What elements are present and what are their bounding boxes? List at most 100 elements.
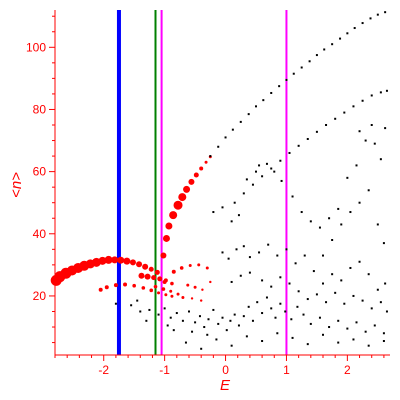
data-point xyxy=(261,279,264,282)
data-point xyxy=(385,89,388,92)
data-point xyxy=(209,280,212,284)
data-point xyxy=(376,223,379,226)
data-point xyxy=(206,333,209,336)
data-point xyxy=(261,175,264,178)
axes: -2 -1 0 1 2 20 40 60 80 100 xyxy=(26,10,390,377)
data-point xyxy=(274,316,277,319)
y-tick-label: 80 xyxy=(33,102,47,116)
data-point xyxy=(306,298,309,301)
x-tick-label: 0 xyxy=(222,363,229,377)
data-point xyxy=(123,257,131,265)
x-tick-label: 2 xyxy=(344,363,351,377)
data-point xyxy=(181,296,185,299)
y-tick-label: 60 xyxy=(33,165,47,179)
data-point xyxy=(169,211,178,220)
data-point xyxy=(170,294,174,298)
data-point xyxy=(198,315,201,318)
data-point xyxy=(361,99,364,102)
data-point xyxy=(364,139,367,142)
data-point xyxy=(173,200,183,210)
data-point xyxy=(318,316,321,319)
data-point xyxy=(376,13,379,16)
data-point xyxy=(251,183,254,186)
data-point xyxy=(369,17,372,20)
data-point xyxy=(285,78,288,81)
data-point xyxy=(376,288,379,291)
data-point xyxy=(352,105,355,108)
data-point xyxy=(144,273,151,280)
data-point xyxy=(199,166,204,171)
data-point xyxy=(297,290,300,293)
data-point xyxy=(337,341,340,344)
data-point xyxy=(265,296,268,299)
data-point xyxy=(382,332,385,335)
data-point xyxy=(188,178,195,185)
data-point xyxy=(235,248,238,251)
data-point xyxy=(181,319,184,322)
data-point xyxy=(328,217,331,220)
data-point xyxy=(130,304,133,307)
y-tick-label: 20 xyxy=(33,289,47,303)
data-point xyxy=(98,256,107,265)
data-point xyxy=(136,261,143,268)
data-point xyxy=(273,170,276,173)
data-point xyxy=(258,164,261,167)
data-point xyxy=(170,281,174,286)
data-point xyxy=(265,162,268,165)
y-axis-title: <n> xyxy=(8,172,25,198)
data-point xyxy=(270,307,273,310)
data-point xyxy=(217,145,220,148)
x-axis-title: E xyxy=(220,377,231,394)
data-point xyxy=(308,60,311,63)
data-point xyxy=(169,289,173,293)
data-point xyxy=(258,251,261,254)
data-point xyxy=(242,245,245,248)
data-point xyxy=(247,113,250,116)
data-point xyxy=(355,164,358,167)
data-point xyxy=(230,280,233,283)
data-point xyxy=(190,297,194,300)
data-point xyxy=(205,266,209,270)
data-point xyxy=(251,319,254,322)
data-point xyxy=(367,189,370,192)
data-point xyxy=(221,316,224,319)
data-point xyxy=(237,324,240,327)
data-point xyxy=(267,243,270,246)
data-point xyxy=(328,326,331,329)
data-point xyxy=(315,54,318,57)
data-point xyxy=(142,263,149,270)
data-point xyxy=(315,293,318,296)
data-point xyxy=(312,270,315,273)
data-point xyxy=(242,192,245,195)
data-point xyxy=(157,276,163,282)
data-point xyxy=(178,193,187,202)
data-point xyxy=(233,313,236,316)
data-point xyxy=(248,271,251,274)
data-point xyxy=(370,124,373,126)
data-point xyxy=(139,310,142,313)
data-point xyxy=(382,242,385,245)
data-point xyxy=(379,91,382,94)
data-point xyxy=(231,128,234,131)
data-point xyxy=(302,313,305,316)
data-point xyxy=(209,155,212,158)
data-point xyxy=(207,318,210,321)
data-point xyxy=(247,305,250,308)
data-point xyxy=(141,286,146,290)
data-point xyxy=(184,341,187,344)
data-point xyxy=(221,251,224,254)
data-point xyxy=(149,288,154,293)
data-point xyxy=(270,285,273,288)
data-point xyxy=(193,172,199,178)
data-point xyxy=(104,255,113,264)
data-point xyxy=(261,312,264,315)
data-point xyxy=(215,338,218,341)
data-point xyxy=(331,43,334,46)
data-point xyxy=(361,22,364,25)
data-point xyxy=(353,27,356,30)
data-point xyxy=(280,179,283,182)
data-point xyxy=(194,321,197,324)
data-point xyxy=(191,330,194,333)
data-point xyxy=(339,37,342,40)
